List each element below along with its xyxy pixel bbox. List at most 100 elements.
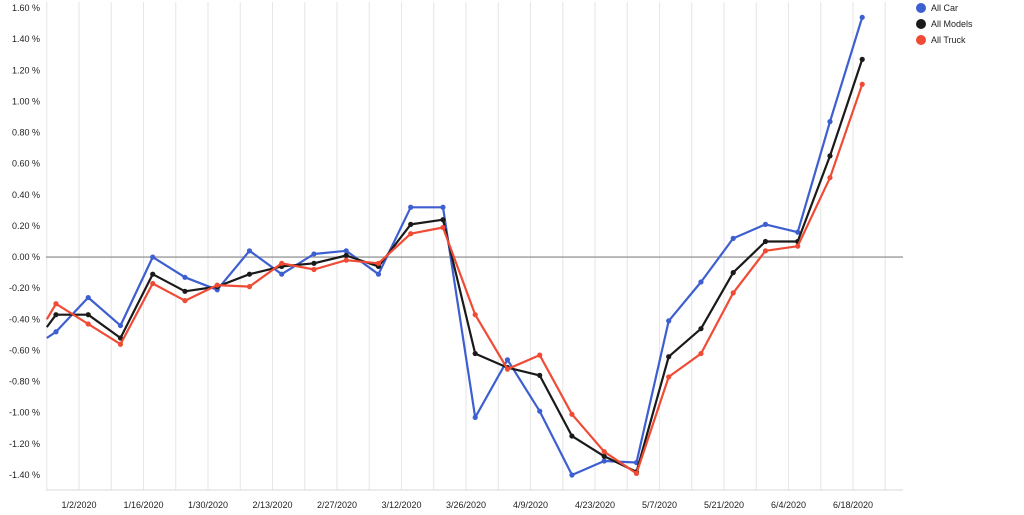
y-tick-label: -0.20 %	[9, 283, 40, 293]
y-tick-label: 1.40 %	[12, 34, 40, 44]
data-point	[150, 280, 156, 287]
data-point	[504, 357, 511, 363]
data-point	[472, 414, 478, 421]
series-line	[46, 16, 864, 477]
data-point	[730, 235, 736, 241]
legend-label: All Truck	[931, 35, 966, 45]
data-point	[53, 312, 59, 318]
y-tick-label: -1.00 %	[9, 408, 40, 418]
data-point	[343, 248, 349, 254]
data-point	[279, 271, 285, 277]
data-point	[311, 260, 317, 266]
data-point	[408, 231, 414, 237]
legend-marker	[916, 3, 926, 13]
data-point	[730, 290, 736, 296]
data-point	[150, 271, 156, 277]
data-point	[666, 354, 672, 360]
x-tick-label: 5/7/2020	[642, 500, 677, 510]
data-point	[214, 282, 220, 288]
legend: All Car All Models All Truck	[916, 3, 973, 45]
x-tick-label: 5/21/2020	[704, 500, 744, 510]
x-tick-label: 2/13/2020	[252, 500, 292, 510]
y-tick-label: 1.20 %	[12, 65, 40, 75]
series-all-truck	[45, 81, 865, 477]
data-point	[762, 238, 769, 245]
y-tick-label: 0.60 %	[12, 159, 40, 169]
data-point	[537, 372, 543, 378]
data-point	[408, 204, 414, 210]
data-point	[472, 350, 478, 357]
y-tick-label: -0.60 %	[9, 345, 40, 355]
series-line	[45, 59, 864, 473]
y-tick-label: 0.80 %	[12, 128, 40, 138]
data-point	[569, 472, 575, 478]
data-point	[311, 251, 317, 257]
y-tick-label: 1.00 %	[12, 96, 40, 106]
x-tick-label: 3/12/2020	[381, 500, 421, 510]
data-point	[182, 298, 188, 304]
data-point	[698, 326, 704, 332]
data-point	[827, 153, 833, 159]
data-point	[601, 449, 607, 455]
data-point	[859, 81, 865, 87]
y-tick-label: -1.40 %	[9, 470, 40, 480]
data-point	[375, 271, 382, 277]
data-point	[117, 341, 124, 347]
legend-item: All Truck	[916, 35, 966, 45]
legend-marker	[916, 19, 926, 29]
data-point	[504, 366, 511, 372]
data-point	[795, 243, 801, 249]
y-tick-label: 1.60 %	[12, 3, 40, 13]
x-tick-label: 6/18/2020	[833, 500, 873, 510]
y-tick-label: 0.40 %	[12, 190, 40, 200]
legend-label: All Models	[931, 19, 973, 29]
legend-label: All Car	[931, 3, 958, 13]
data-point	[85, 312, 91, 318]
data-point	[859, 14, 865, 20]
data-point	[408, 221, 414, 227]
data-point	[730, 270, 736, 276]
legend-item: All Car	[916, 3, 958, 13]
data-point	[601, 458, 607, 464]
y-tick-label: -0.40 %	[9, 314, 40, 324]
data-point	[53, 329, 59, 335]
data-point	[472, 312, 478, 318]
data-point	[440, 224, 446, 231]
grid-layer	[46, 2, 886, 490]
data-point	[279, 260, 285, 266]
data-point	[440, 217, 446, 223]
data-point	[311, 266, 317, 273]
data-point	[859, 56, 865, 62]
y-tick-label: 0.20 %	[12, 221, 40, 231]
x-tick-label: 4/23/2020	[575, 500, 615, 510]
data-point	[569, 411, 575, 417]
data-point	[666, 374, 672, 380]
data-point	[795, 229, 801, 235]
series-all-models	[45, 56, 865, 475]
x-tick-label: 4/9/2020	[513, 500, 548, 510]
data-point	[698, 279, 704, 285]
x-tick-label: 3/26/2020	[446, 500, 486, 510]
data-point	[601, 453, 607, 459]
series-layer	[45, 14, 865, 478]
x-tick-label: 6/4/2020	[771, 500, 806, 510]
data-point	[537, 352, 543, 358]
axis-layer: 1.60 % 1.40 % 1.20 % 1.00 % 0.80 % 0.60 % 0.40…	[9, 3, 903, 510]
data-point	[117, 322, 124, 329]
data-point	[85, 294, 91, 301]
data-point	[666, 318, 672, 324]
series-all-car	[46, 14, 865, 478]
data-point	[53, 301, 59, 307]
data-point	[762, 248, 769, 254]
x-tick-label: 2/27/2020	[317, 500, 357, 510]
data-point	[182, 274, 188, 280]
data-point	[537, 408, 543, 414]
data-point	[343, 252, 349, 259]
data-point	[343, 257, 349, 263]
data-point	[375, 260, 382, 266]
data-point	[827, 119, 833, 125]
x-tick-label: 1/2/2020	[61, 500, 96, 510]
data-point	[85, 321, 91, 327]
x-tick-label: 1/30/2020	[188, 500, 228, 510]
